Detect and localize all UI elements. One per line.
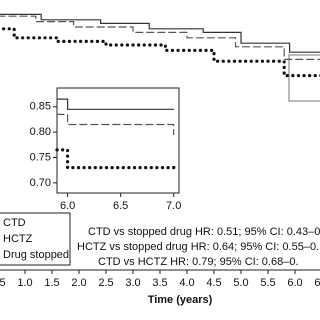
x-tick-label: 6.0 bbox=[60, 200, 75, 212]
x-tick-label: 3.0 bbox=[125, 277, 140, 289]
y-tick-label: 0.80 bbox=[30, 126, 51, 138]
survival-curve bbox=[0, 27, 320, 78]
zoom-box bbox=[288, 54, 320, 102]
survival-curve bbox=[0, 13, 320, 53]
annotation: CTD vs stopped drug HR: 0.51; 95% CI: 0.… bbox=[88, 226, 320, 238]
x-tick-label: 5.5 bbox=[260, 277, 275, 289]
legend-label: HCTZ bbox=[3, 233, 33, 245]
annotation: CTD vs HCTZ HR: 0.79; 95% CI: 0.68–0. bbox=[98, 256, 299, 268]
x-tick-label: 2.0 bbox=[71, 277, 86, 289]
y-tick-label: 0.85 bbox=[30, 101, 51, 113]
legend-label: CTD bbox=[3, 217, 26, 229]
legend-box bbox=[0, 212, 71, 266]
x-tick-label: 1.0 bbox=[17, 277, 32, 289]
x-tick-label: 1.5 bbox=[44, 277, 59, 289]
survival-curve bbox=[56, 98, 175, 110]
legend: CTD HCTZ Drug stopped bbox=[0, 212, 71, 266]
x-tick-label: 2.5 bbox=[98, 277, 113, 289]
x-tick-label: 6.5 bbox=[113, 200, 128, 212]
y-tick-label: 0.75 bbox=[30, 151, 51, 163]
y-tick-label: 0.70 bbox=[30, 177, 51, 189]
x-tick-label: 6.5 bbox=[314, 277, 320, 289]
x-tick-label: 3.5 bbox=[152, 277, 167, 289]
x-tick-label: 5.0 bbox=[233, 277, 248, 289]
main-plot: 0.5 1.0 1.5 2.0 2.5 3.0 3.5 4.0 4.5 5.0 5.5 6.0 6.5 T… bbox=[0, 13, 320, 306]
x-tick-label: 0.5 bbox=[0, 277, 6, 289]
survival-curve bbox=[0, 15, 320, 60]
x-axis-title: Time (years) bbox=[148, 294, 213, 306]
annotation: HCTZ vs stopped drug HR: 0.64; 95% CI: 0… bbox=[77, 241, 319, 253]
x-tick-label: 6.0 bbox=[287, 277, 302, 289]
survival-curve bbox=[56, 113, 175, 136]
legend-label: Drug stopped bbox=[3, 249, 69, 261]
x-tick-label: 4.5 bbox=[206, 277, 221, 289]
inset-plot: 6.0 6.5 7.0 0.85 0.80 0.75 0.70 bbox=[30, 87, 181, 212]
survival-curve bbox=[55, 148, 176, 175]
x-tick-label: 7.0 bbox=[166, 200, 181, 212]
inset-frame bbox=[56, 87, 180, 194]
x-tick-label: 4.0 bbox=[179, 277, 194, 289]
